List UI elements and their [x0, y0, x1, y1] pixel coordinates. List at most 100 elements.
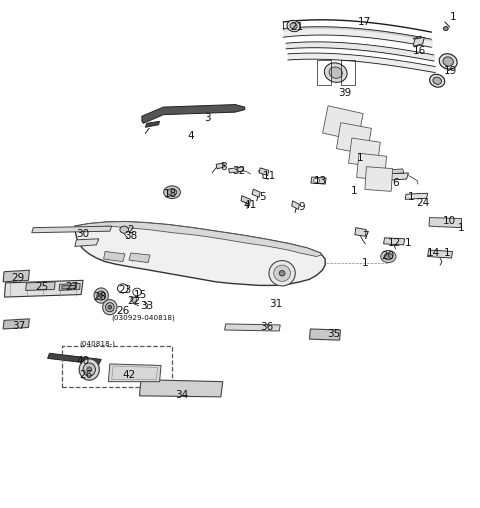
- Text: 42: 42: [122, 370, 135, 379]
- Text: (030929-040818): (030929-040818): [111, 314, 175, 321]
- Text: 12: 12: [387, 238, 401, 248]
- Text: 21: 21: [290, 22, 303, 32]
- Polygon shape: [3, 270, 29, 282]
- Text: 34: 34: [175, 390, 188, 400]
- Polygon shape: [104, 251, 125, 262]
- Polygon shape: [59, 283, 80, 291]
- Text: 26: 26: [116, 306, 130, 316]
- Text: 41: 41: [244, 200, 257, 210]
- Text: 40: 40: [76, 357, 90, 366]
- Polygon shape: [252, 189, 260, 197]
- Polygon shape: [108, 364, 161, 382]
- Polygon shape: [142, 105, 245, 123]
- Polygon shape: [216, 163, 225, 169]
- Polygon shape: [365, 167, 393, 192]
- Text: 10: 10: [443, 216, 456, 226]
- Ellipse shape: [290, 23, 297, 29]
- Ellipse shape: [108, 305, 112, 309]
- Ellipse shape: [443, 57, 454, 66]
- Polygon shape: [225, 324, 280, 331]
- Text: 37: 37: [12, 321, 25, 331]
- Polygon shape: [310, 329, 340, 340]
- Text: 31: 31: [269, 299, 283, 309]
- Text: 13: 13: [314, 176, 327, 185]
- Text: 35: 35: [327, 329, 340, 339]
- Text: 14: 14: [427, 248, 441, 258]
- Ellipse shape: [83, 363, 96, 376]
- Ellipse shape: [164, 186, 180, 199]
- Text: 8: 8: [220, 162, 227, 172]
- Ellipse shape: [384, 253, 393, 260]
- Text: 9: 9: [298, 202, 305, 212]
- Text: 3: 3: [204, 113, 211, 123]
- Text: 30: 30: [76, 229, 90, 239]
- Text: 11: 11: [263, 171, 276, 181]
- Polygon shape: [48, 353, 101, 364]
- Text: 20: 20: [381, 251, 394, 261]
- Text: 24: 24: [416, 198, 430, 208]
- Polygon shape: [75, 221, 325, 285]
- Polygon shape: [355, 228, 366, 236]
- Ellipse shape: [287, 20, 300, 31]
- Polygon shape: [4, 280, 83, 297]
- Polygon shape: [429, 217, 462, 228]
- Text: 1: 1: [350, 185, 357, 196]
- Text: 32: 32: [232, 166, 246, 176]
- Text: 38: 38: [124, 231, 137, 241]
- Polygon shape: [140, 379, 223, 397]
- Polygon shape: [413, 37, 424, 46]
- Polygon shape: [32, 226, 112, 233]
- Polygon shape: [241, 196, 251, 204]
- Polygon shape: [428, 250, 453, 258]
- Polygon shape: [323, 106, 363, 141]
- Ellipse shape: [87, 367, 92, 372]
- Text: 39: 39: [338, 88, 351, 98]
- Ellipse shape: [269, 261, 295, 286]
- Ellipse shape: [274, 265, 290, 281]
- Polygon shape: [357, 153, 386, 180]
- Text: 4: 4: [188, 132, 194, 141]
- Ellipse shape: [120, 226, 129, 233]
- Ellipse shape: [430, 74, 445, 87]
- Text: 26: 26: [79, 370, 93, 379]
- Text: 5: 5: [260, 192, 266, 202]
- Ellipse shape: [324, 63, 347, 82]
- Ellipse shape: [314, 178, 320, 183]
- Polygon shape: [129, 253, 150, 263]
- Text: 25: 25: [35, 282, 48, 292]
- Ellipse shape: [433, 77, 442, 84]
- Ellipse shape: [381, 250, 396, 263]
- Polygon shape: [336, 122, 372, 154]
- Text: 22: 22: [127, 296, 140, 306]
- Polygon shape: [348, 138, 380, 167]
- Polygon shape: [384, 173, 408, 180]
- Polygon shape: [75, 239, 99, 246]
- Text: 1: 1: [362, 258, 369, 268]
- Text: 36: 36: [260, 323, 273, 332]
- Text: 1: 1: [450, 12, 456, 22]
- Text: 27: 27: [65, 282, 78, 292]
- Ellipse shape: [103, 300, 117, 315]
- Text: 7: 7: [362, 231, 369, 241]
- Text: 1: 1: [357, 153, 364, 163]
- Ellipse shape: [131, 297, 137, 302]
- Ellipse shape: [106, 303, 114, 312]
- Text: 1: 1: [408, 192, 415, 202]
- Ellipse shape: [79, 359, 99, 380]
- Polygon shape: [25, 282, 55, 291]
- Ellipse shape: [94, 288, 108, 303]
- Text: 16: 16: [413, 46, 426, 56]
- Text: 28: 28: [94, 292, 107, 302]
- Text: 17: 17: [358, 17, 371, 27]
- Ellipse shape: [329, 67, 342, 78]
- Polygon shape: [384, 238, 405, 245]
- Text: 33: 33: [140, 301, 153, 311]
- Polygon shape: [405, 193, 428, 199]
- Polygon shape: [228, 167, 244, 173]
- Text: 6: 6: [392, 178, 399, 188]
- Text: 1: 1: [405, 238, 412, 248]
- Polygon shape: [62, 285, 76, 289]
- Ellipse shape: [279, 270, 285, 276]
- Text: 23: 23: [119, 285, 132, 296]
- Text: (040818-): (040818-): [79, 341, 115, 347]
